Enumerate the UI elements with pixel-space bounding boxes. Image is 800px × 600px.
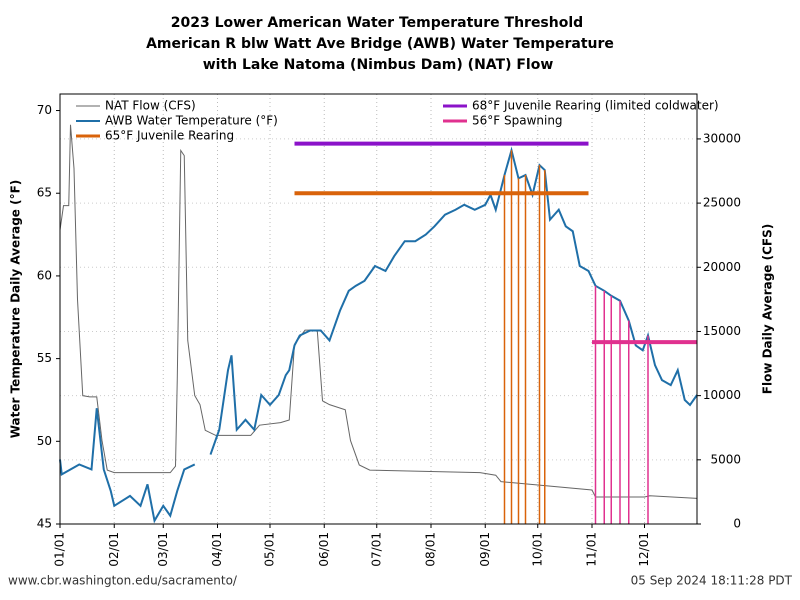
plot-frame: [59, 93, 698, 525]
y-tick-label: 45: [37, 517, 52, 531]
y-axis-label: Water Temperature Daily Average (°F): [9, 180, 23, 439]
chart-title: American R blw Watt Ave Bridge (AWB) Wat…: [146, 36, 614, 52]
chart-title: 2023 Lower American Water Temperature Th…: [171, 15, 583, 31]
x-tick-label: 11/01: [585, 532, 599, 567]
x-tick-label: 08/01: [424, 532, 438, 567]
legend-label: AWB Water Temperature (°F): [105, 114, 278, 128]
temperature-line: [59, 408, 196, 524]
x-tick-label: 03/01: [156, 532, 170, 567]
y2-tick-label: 20000: [703, 260, 741, 274]
y-tick-label: 50: [37, 434, 52, 448]
x-tick-label: 09/01: [478, 532, 492, 567]
y-tick-label: 60: [37, 268, 52, 282]
x-tick-label: 01/01: [53, 532, 67, 567]
x-tick-label: 05/01: [263, 532, 277, 567]
legend-label: 56°F Spawning: [472, 114, 563, 128]
y2-tick-label: 30000: [703, 131, 741, 145]
flow-line: [59, 124, 698, 499]
x-tick-label: 04/01: [210, 532, 224, 567]
legend-label: 68°F Juvenile Rearing (limited coldwater…: [472, 99, 719, 113]
x-tick-label: 06/01: [317, 532, 331, 567]
y2-tick-label: 10000: [703, 388, 741, 402]
y-tick-label: 65: [37, 186, 52, 200]
x-tick-label: 10/01: [530, 532, 544, 567]
y2-axis-label: Flow Daily Average (CFS): [761, 224, 775, 394]
y2-tick-label: 0: [733, 517, 741, 531]
footer-source: www.cbr.washington.edu/sacramento/: [8, 574, 238, 588]
legend-label: NAT Flow (CFS): [105, 99, 196, 113]
legend-label: 65°F Juvenile Rearing: [105, 129, 234, 143]
y-tick-label: 70: [37, 103, 52, 117]
x-tick-label: 02/01: [107, 532, 121, 567]
x-tick-label: 12/01: [637, 532, 651, 567]
y-tick-label: 55: [37, 351, 52, 365]
y2-tick-label: 15000: [703, 324, 741, 338]
y2-tick-label: 5000: [710, 452, 741, 466]
temperature-line: [209, 146, 698, 455]
x-tick-label: 07/01: [369, 532, 383, 567]
footer-timestamp: 05 Sep 2024 18:11:28 PDT: [631, 574, 793, 588]
y2-tick-label: 25000: [703, 196, 741, 210]
chart-title: with Lake Natoma (Nimbus Dam) (NAT) Flow: [203, 57, 554, 73]
